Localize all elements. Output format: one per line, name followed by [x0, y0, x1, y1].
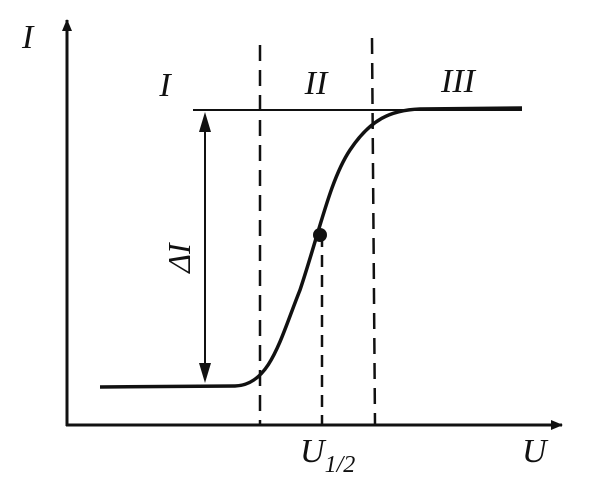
x-axis-label: U: [522, 433, 549, 470]
half-wave-symbol: U: [300, 433, 327, 470]
wave-curve: [99, 106, 523, 389]
half-wave-subscript: 1/2: [325, 452, 356, 478]
region-label: II: [304, 65, 329, 102]
arrow-head: [199, 363, 211, 383]
half-wave-point: [313, 228, 327, 242]
boundary-line: [370, 37, 377, 426]
y-axis-label: I: [21, 19, 35, 56]
arrow-head: [199, 112, 211, 132]
region-label: III: [440, 63, 477, 100]
half-wave-label: U1/2: [300, 433, 355, 478]
region-label: I: [158, 67, 172, 104]
wave-height-label: ΔI: [161, 242, 197, 275]
